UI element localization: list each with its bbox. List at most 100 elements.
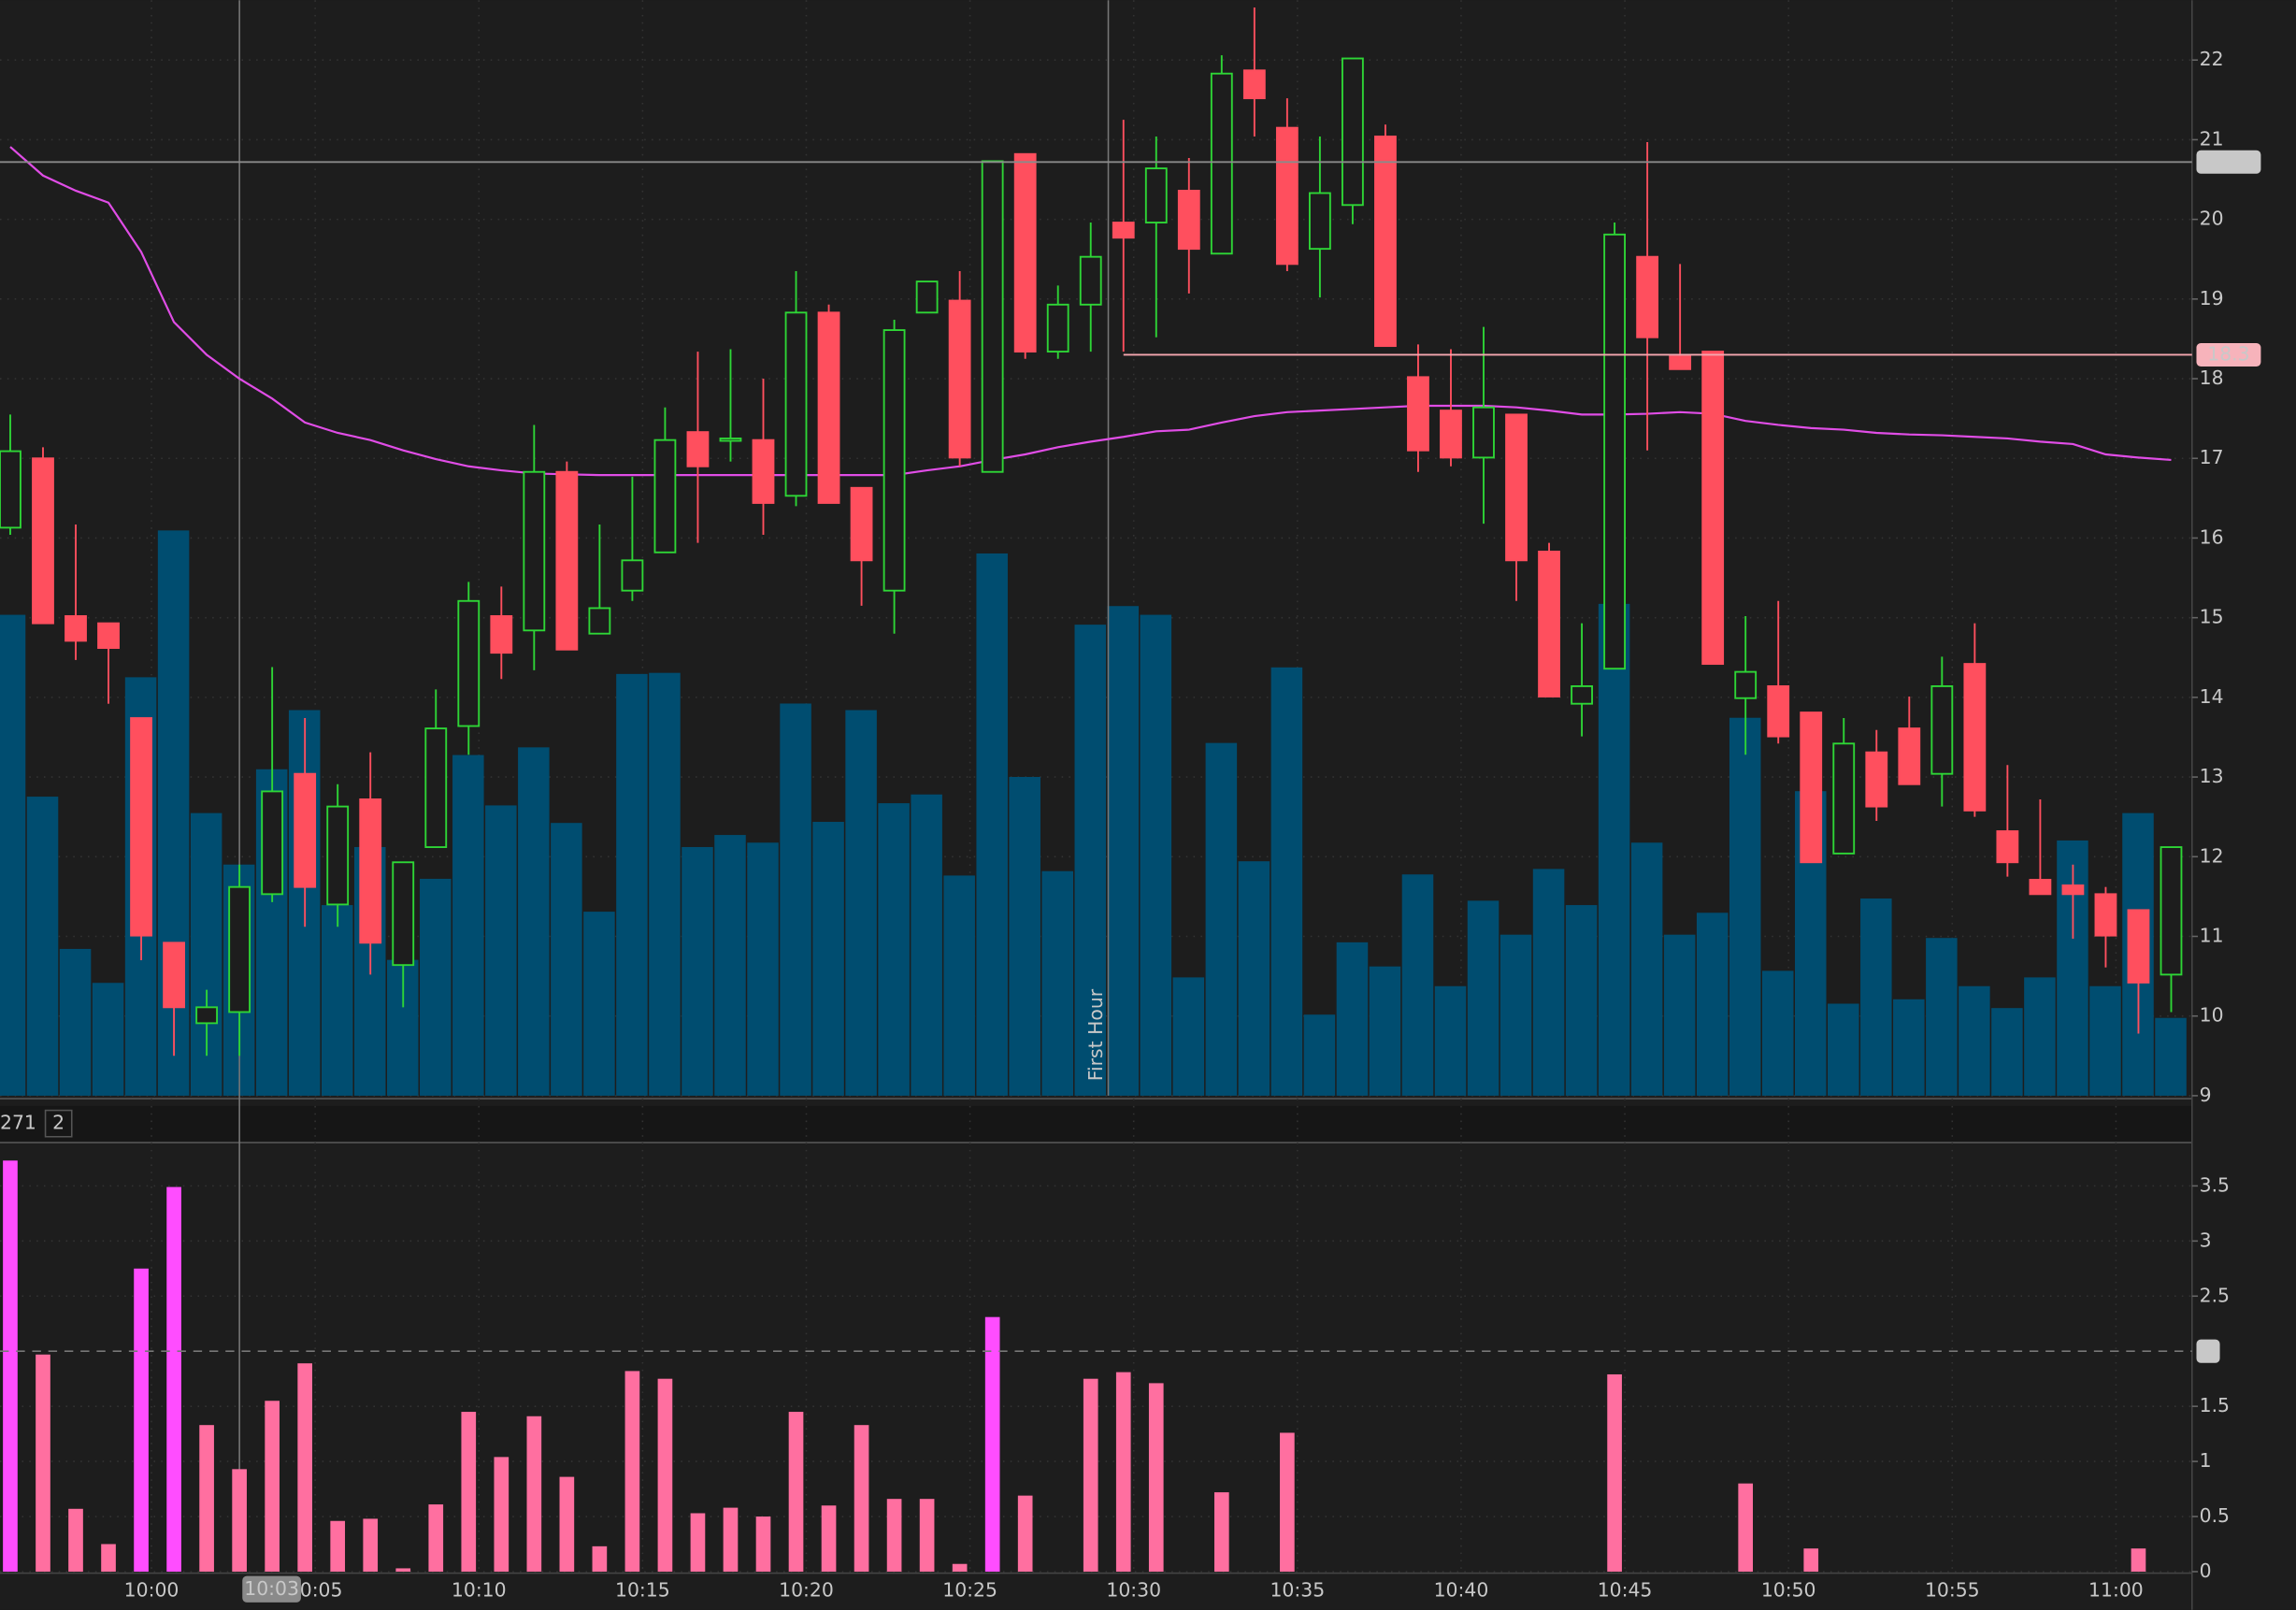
candle-body [915, 280, 939, 314]
y-tick-label: 1.5 [2200, 1394, 2230, 1416]
volume-bar [1041, 870, 1073, 1096]
x-tick-label: 10:00 [124, 1578, 179, 1601]
lower-header [0, 1105, 2192, 1143]
volume-bar [1270, 667, 1303, 1096]
y-tick-label: 14 [2200, 685, 2224, 708]
volume-bar [747, 842, 779, 1096]
candle-body [228, 885, 251, 1013]
volume-bar [518, 747, 550, 1096]
candle-body [1571, 685, 1593, 705]
candle-body [1210, 72, 1233, 255]
bar [984, 1316, 1000, 1572]
indicator-value: 271 [0, 1112, 36, 1134]
volume-bar [878, 803, 910, 1096]
bar [166, 1186, 181, 1572]
candle-body [97, 622, 120, 649]
volume-bar [583, 912, 615, 1096]
candle-body [653, 438, 677, 553]
volume-bar [1663, 934, 1696, 1096]
volume-bar [911, 794, 942, 1096]
volume-bar [1336, 942, 1369, 1096]
candle-body [1636, 255, 1659, 338]
bar [690, 1513, 706, 1572]
volume-bar [26, 797, 59, 1096]
x-tick-label: 10:15 [615, 1578, 670, 1601]
candle-body [784, 311, 808, 497]
y-tick-label: 9 [2200, 1084, 2212, 1106]
y-tick-label: 10 [2200, 1004, 2224, 1027]
volume-bar [1172, 977, 1205, 1096]
x-tick-label: 11:00 [2088, 1578, 2144, 1601]
bar [526, 1416, 542, 1572]
candle-body [621, 559, 644, 592]
volume-bar [1369, 966, 1401, 1096]
volume-bar [649, 672, 681, 1096]
volume-bar [1729, 717, 1761, 1096]
candle-body [2127, 909, 2150, 984]
candle-body [1734, 670, 1758, 699]
bar [1083, 1378, 1098, 1572]
volume-bar [1205, 742, 1238, 1096]
volume-bar [1107, 606, 1140, 1096]
volume-bar [1860, 898, 1892, 1096]
x-tick-label: 10:35 [1270, 1578, 1325, 1601]
bar [1115, 1372, 1131, 1572]
candle-body [981, 160, 1004, 473]
bar [36, 1354, 50, 1572]
volume-bar [976, 553, 1008, 1096]
threshold-box [2196, 1339, 2220, 1363]
volume-bar [616, 673, 648, 1096]
bar [68, 1508, 83, 1572]
candle-body [1865, 751, 1888, 808]
price-label-box [2196, 150, 2261, 174]
y-tick-label: 12 [2200, 844, 2224, 867]
volume-bar [1565, 905, 1598, 1096]
bar [2131, 1548, 2146, 1572]
volume-bar [1401, 874, 1434, 1096]
candle-body [0, 450, 22, 529]
candle-body [523, 470, 546, 632]
crosshair-box [242, 1575, 301, 1603]
candle-body [1242, 69, 1266, 100]
y-tick-label: 18 [2200, 367, 2224, 389]
y-tick-label: 2.5 [2200, 1284, 2230, 1306]
y-tick-label: 0 [2200, 1560, 2212, 1582]
volume-bar [2089, 985, 2121, 1096]
x-tick-label: 10:25 [942, 1578, 997, 1601]
volume-bar [943, 875, 975, 1096]
x-tick-label: 10:40 [1434, 1578, 1489, 1601]
bar [657, 1378, 673, 1572]
price-label: 20.72 [2202, 150, 2256, 172]
candle-body [65, 615, 87, 642]
indicator-box [44, 1109, 73, 1138]
volume-bar [2024, 977, 2056, 1096]
volume-bar [420, 878, 452, 1096]
volume-bar [551, 823, 582, 1096]
bar [1148, 1383, 1164, 1572]
candle-body [883, 329, 906, 592]
candle-body [1538, 551, 1560, 697]
bar [461, 1412, 477, 1572]
bar [395, 1568, 411, 1572]
volume-bar [59, 948, 92, 1096]
x-tick-label: 10:30 [1106, 1578, 1161, 1601]
volume-bar [682, 846, 713, 1096]
candle-body [32, 457, 54, 625]
bar [494, 1457, 509, 1572]
bar [1607, 1373, 1622, 1572]
candle-body [294, 772, 317, 888]
volume-bar [0, 614, 26, 1096]
candle-body [1013, 152, 1037, 353]
bar [788, 1412, 804, 1572]
volume-bar [1074, 625, 1107, 1096]
volume-bar [321, 905, 353, 1096]
volume-bar [1303, 1014, 1336, 1096]
candle-body [1275, 126, 1299, 266]
x-tick-label: 10:50 [1761, 1578, 1816, 1601]
y-tick-label: 19 [2200, 287, 2224, 309]
candle-body [1832, 742, 1856, 855]
volume-bar [1926, 938, 1958, 1096]
x-tick-label: 10:45 [1598, 1578, 1653, 1601]
indicator-param: 2 [52, 1112, 65, 1134]
bar [1017, 1495, 1033, 1572]
